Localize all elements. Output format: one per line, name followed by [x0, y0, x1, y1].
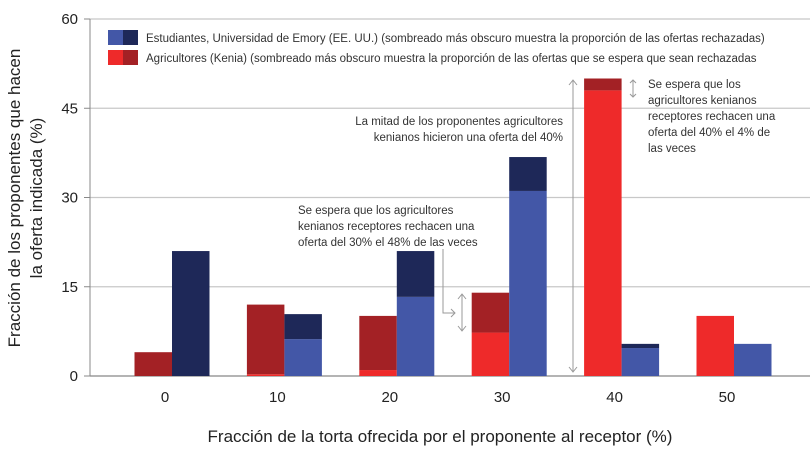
svg-text:receptores rechacen una: receptores rechacen una	[648, 111, 776, 123]
x-tick-label: 0	[161, 389, 169, 406]
bar-kenya-0-rejected	[134, 352, 172, 376]
svg-text:las veces: las veces	[648, 143, 696, 155]
legend-swatch-emory-light	[108, 30, 123, 45]
bar-kenya-10-rejected	[246, 304, 285, 375]
x-tick-label: 40	[606, 389, 623, 406]
y-axis-label-line2: la oferta indicada (%)	[27, 118, 46, 279]
x-tick-label: 30	[494, 389, 511, 406]
bar-emory-40-rejected	[621, 343, 660, 349]
annotation-arrow-long	[568, 79, 578, 373]
annotation-half-40: La mitad de los proponentes agricultores…	[355, 116, 563, 144]
bar-kenya-10-accepted	[246, 374, 285, 376]
svg-text:oferta del 30% el 48% de las v: oferta del 30% el 48% de las veces	[298, 237, 478, 249]
svg-text:Se espera que los agricultores: Se espera que los agricultores	[298, 205, 454, 217]
bar-emory-10-accepted	[284, 339, 322, 376]
legend-swatch-emory-dark	[123, 30, 138, 45]
svg-text:Se espera que los: Se espera que los	[648, 79, 741, 91]
bar-kenya-30-rejected	[471, 292, 510, 333]
y-tick-label: 15	[61, 279, 78, 296]
bar-kenya-20-rejected	[359, 315, 397, 371]
bar-emory-20-rejected	[396, 251, 435, 297]
bar-emory-10-rejected	[284, 314, 322, 340]
legend-label-emory: Estudiantes, Universidad de Emory (EE. U…	[146, 33, 765, 45]
bar-emory-30-accepted	[509, 190, 547, 376]
bar-kenya-50-accepted	[696, 315, 734, 376]
annotation-reject-30: Se espera que los agricultores kenianos …	[298, 205, 478, 249]
annotation-arrow-small-40	[629, 79, 637, 98]
legend-swatch-kenya-light	[108, 50, 123, 65]
legend: Estudiantes, Universidad de Emory (EE. U…	[108, 30, 765, 65]
bar-emory-50-accepted	[734, 343, 772, 376]
legend-swatch-kenya-dark	[123, 50, 138, 65]
bar-emory-0-rejected	[172, 251, 210, 376]
annotation-reject-40: Se espera que los agricultores kenianos …	[648, 79, 776, 155]
annotation-arrow-30	[442, 249, 467, 332]
svg-text:agricultores kenianos: agricultores kenianos	[648, 95, 757, 107]
svg-text:oferta del 40% el 4% de: oferta del 40% el 4% de	[648, 127, 770, 139]
bar-kenya-30-accepted	[471, 332, 510, 376]
y-axis-label-line1: Fracción de los proponentes que hacen	[5, 49, 24, 348]
svg-text:kenianos hicieron una oferta d: kenianos hicieron una oferta del 40%	[374, 132, 563, 144]
bar-emory-20-accepted	[396, 296, 435, 376]
y-tick-label: 45	[61, 100, 78, 117]
svg-text:La mitad de los proponentes ag: La mitad de los proponentes agricultores	[355, 116, 563, 128]
bar-kenya-20-accepted	[359, 370, 397, 376]
x-tick-label: 10	[269, 389, 286, 406]
svg-text:kenianos receptores rechacen u: kenianos receptores rechacen una	[298, 221, 475, 233]
x-tick-label: 20	[381, 389, 398, 406]
y-tick-label: 60	[61, 11, 78, 28]
bar-kenya-40-accepted	[584, 90, 622, 377]
legend-label-kenya: Agricultores (Kenia) (sombreado más obsc…	[146, 53, 757, 65]
x-axis-label: Fracción de la torta ofrecida por el pro…	[208, 427, 673, 446]
bar-kenya-40-rejected	[584, 78, 622, 91]
y-tick-label: 0	[70, 368, 78, 385]
x-tick-label: 50	[719, 389, 736, 406]
bar-emory-30-rejected	[509, 157, 547, 191]
bar-emory-40-accepted	[621, 348, 660, 376]
y-tick-label: 30	[61, 190, 78, 207]
